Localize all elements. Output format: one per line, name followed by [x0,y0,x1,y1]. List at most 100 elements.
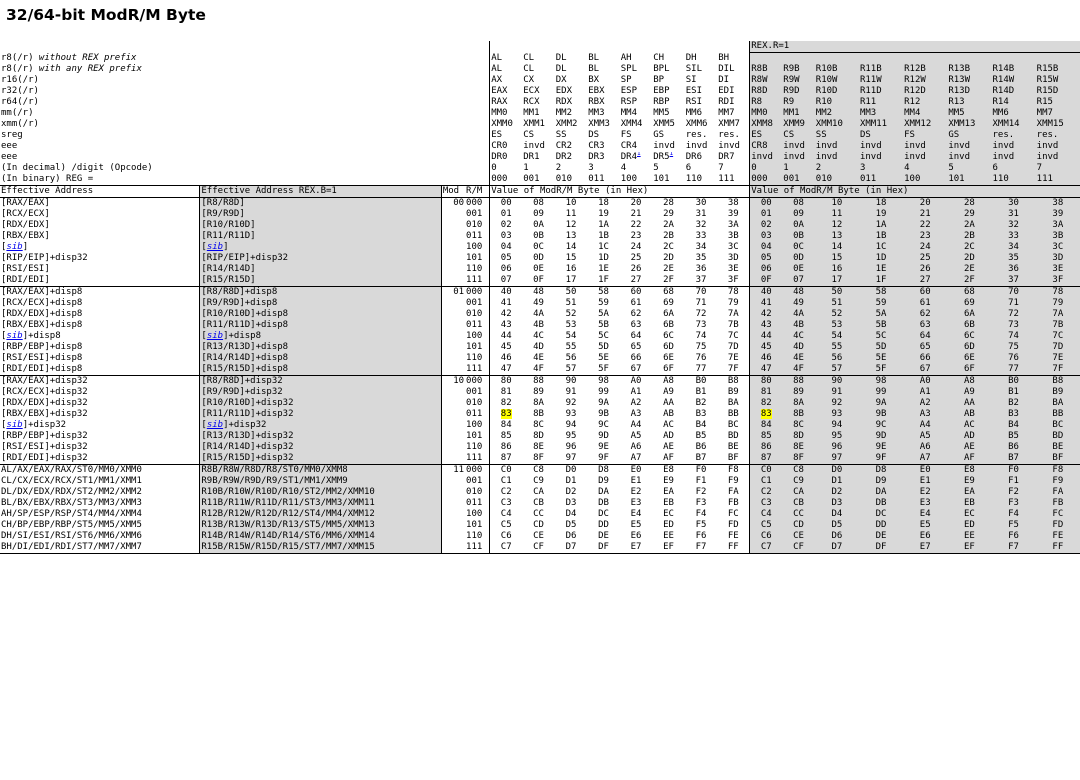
modrm-value-rex: AB [947,409,992,420]
register-cell: DR3 [588,152,605,162]
rex-register-cell: R12 [903,97,948,108]
sib-link[interactable]: sib [6,242,23,252]
footnote-link[interactable]: 1 [637,152,641,157]
rex-register-cell: R13B [947,64,992,75]
sib-link[interactable]: sib [6,420,23,430]
rex-register-cell: MM5 [947,108,992,119]
effective-address: [RBP/EBP]+disp8 [0,342,201,353]
mod-value [441,253,465,264]
register-cell: 5 [653,163,659,173]
modrm-value-rex: 4A [782,309,815,320]
register-row-label: sreg [0,130,491,141]
rm-value: 010 [465,220,491,231]
modrm-value-rex: 41 [749,298,783,309]
modrm-value-rex: 33 [991,231,1036,242]
modrm-value-rex: B5 [991,431,1036,442]
modrm-value-rex: 9F [858,453,904,465]
modrm-value-rex: 6B [947,320,992,331]
modrm-value: 90 [565,376,577,386]
modrm-value-rex: 14 [814,242,859,253]
modrm-value: F9 [717,476,751,487]
modrm-value: B1 [695,387,707,397]
rex-register-cell: R10 [814,97,859,108]
mod-value: 11 [453,465,465,475]
register-cell: res. [717,130,751,141]
modrm-value: 6E [663,353,674,363]
modrm-value-rex: C2 [749,487,783,498]
mod-value [441,242,465,253]
register-cell: CL [523,64,535,74]
modrm-value-rex: 2C [947,242,992,253]
modrm-value-rex: 80 [749,375,783,387]
modrm-value: B4 [695,420,707,430]
rex-register-cell: 100 [903,174,948,186]
modrm-value: 30 [695,198,707,208]
modrm-value-rex: BC [1035,420,1080,431]
rex-register-cell: R14 [991,97,1036,108]
rex-register-cell: R11D [858,86,904,97]
modrm-value: C5 [500,520,512,530]
sib-link[interactable]: sib [206,420,224,430]
register-cell: XMM4 [620,119,643,129]
table-row: [sib] [sib] 100 04 0C 14 1C 24 2C 34 3C 04 0C 14 1C 24 2… [0,242,1080,253]
register-cell: EBX [588,86,605,96]
effective-address: AL/AX/EAX/RAX/ST0/MM0/XMM0 [0,464,201,476]
effective-address: [RBX/EBX]+disp32 [0,409,201,420]
mod-value: 10 [453,376,465,386]
modrm-value: 81 [500,387,512,397]
modrm-value: C8 [533,465,544,475]
modrm-value: D6 [565,531,577,541]
modrm-value: 73 [695,320,707,330]
rex-register-cell: 111 [1035,174,1080,186]
modrm-value: 40 [500,287,512,297]
modrm-value-rex: E0 [903,464,948,476]
mod-value [441,331,465,342]
rm-value: 101 [465,431,491,442]
modrm-value: 77 [684,364,718,376]
table-row: [RBX/EBX]+disp8 [R11/R11D]+disp8 011 43 4B 53… [0,320,1080,331]
register-cell: RBX [588,97,605,107]
sib-link[interactable]: sib [206,331,224,341]
table-row: [RSI/ESI]+disp8 [R14/R14D]+disp8 110 46 4E 56… [0,353,1080,364]
modrm-value: 7E [717,353,751,364]
modrm-value: 6A [663,309,674,319]
effective-address-rex: [R14/R14D] [199,264,442,275]
footnote-link[interactable]: 1 [669,152,674,157]
modrm-value-rex: 19 [858,209,904,220]
modrm-value: 49 [533,298,544,308]
effective-address: [RAX/EAX]+disp8 [0,286,201,298]
modrm-value-rex: 65 [903,342,948,353]
modrm-value-rex: 92 [814,398,859,409]
rex-register-cell: invd [858,152,904,163]
table-row: [RDI/EDI] [R15/R15D] 111 07 0F 17 1F 27 2F 37 3F 0F… [0,275,1080,287]
modrm-value-rex: 64 [903,331,948,342]
modrm-value-rex: 36 [991,264,1036,275]
rex-register-cell: MM3 [858,108,904,119]
modrm-value-rex: 06 [749,264,783,275]
register-cell: CH [653,52,665,63]
modrm-value: 1D [598,253,609,263]
register-header-row: r8(/r) without REX prefix AL CL DL BL AH CH DH B… [0,52,1080,64]
modrm-value: 98 [598,376,609,386]
rex-register-cell: R13W [947,75,992,86]
register-row-label: r8(/r) with any REX prefix [0,64,491,75]
modrm-value-rex: 86 [749,442,783,453]
rex-register-cell: R8W [749,75,783,86]
register-cell: BL [588,64,600,74]
rex-register-cell: XMM8 [749,119,783,130]
register-cell: RSI [685,97,702,107]
modrm-value: 50 [565,287,577,297]
register-header-row: (In binary) REG = 000 001 010 011 100 101 110 11… [0,174,1080,186]
modrm-value: F8 [717,464,751,476]
modrm-value: 19 [598,209,609,219]
modrm-value-rex: 63 [903,320,948,331]
modrm-value: 51 [565,298,577,308]
rm-value: 101 [465,253,491,264]
register-cell: RBP [653,97,670,107]
register-cell: CS [523,130,535,140]
modrm-value-rex: DF [858,542,904,554]
sib-link[interactable]: sib [6,331,23,341]
modrm-value: BC [717,420,751,431]
sib-link[interactable]: sib [206,242,224,252]
rm-value: 001 [465,387,491,398]
